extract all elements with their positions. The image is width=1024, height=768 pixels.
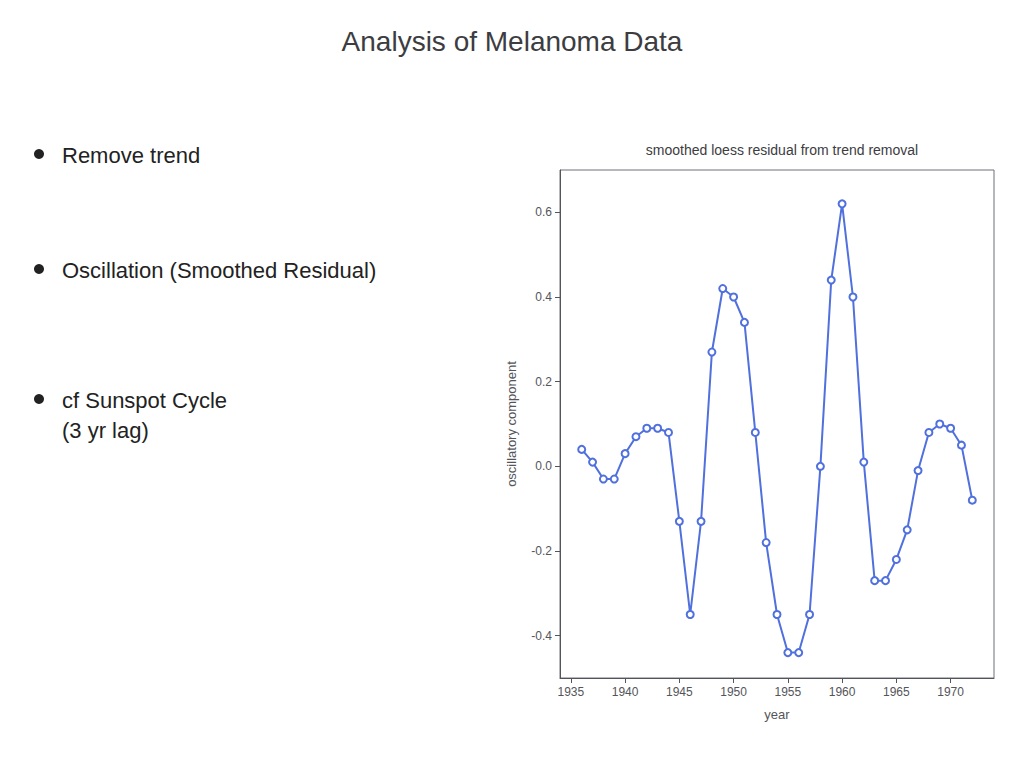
svg-text:-0.4: -0.4 [531, 629, 552, 643]
svg-text:Analysis of Melanoma Data: Analysis of Melanoma Data [342, 26, 683, 57]
svg-text:0.2: 0.2 [535, 375, 552, 389]
svg-text:1970: 1970 [937, 685, 964, 699]
svg-text:(3 yr lag): (3 yr lag) [62, 418, 149, 443]
svg-text:1950: 1950 [720, 685, 747, 699]
svg-text:year: year [764, 707, 790, 722]
svg-text:0.0: 0.0 [535, 459, 552, 473]
svg-text:1945: 1945 [666, 685, 693, 699]
svg-text:1965: 1965 [883, 685, 910, 699]
svg-text:cf Sunspot Cycle: cf Sunspot Cycle [62, 388, 227, 413]
svg-text:1955: 1955 [774, 685, 801, 699]
svg-text:1935: 1935 [557, 685, 584, 699]
svg-text:1960: 1960 [829, 685, 856, 699]
svg-text:oscillatory component: oscillatory component [504, 361, 519, 487]
svg-text:smoothed loess residual from t: smoothed loess residual from trend remov… [646, 142, 918, 158]
svg-text:Oscillation (Smoothed Residual: Oscillation (Smoothed Residual) [62, 258, 376, 283]
svg-text:1940: 1940 [612, 685, 639, 699]
svg-text:0.6: 0.6 [535, 205, 552, 219]
svg-text:0.4: 0.4 [535, 290, 552, 304]
svg-text:-0.2: -0.2 [531, 544, 552, 558]
svg-text:Remove trend: Remove trend [62, 143, 200, 168]
